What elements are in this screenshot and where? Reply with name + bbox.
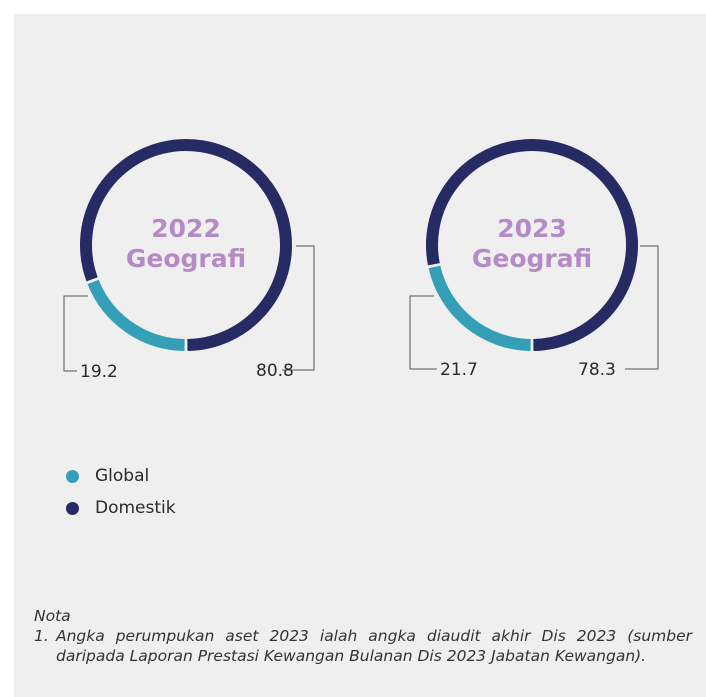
footnote-number: 1. [34,627,49,645]
slice-domestik [426,139,638,351]
legend-item-global: Global [66,460,176,492]
data-label-domestik: 78.3 [578,360,616,380]
data-label-global: 21.7 [440,360,478,380]
footnote-text: Angka perumpukan aset 2023 ialah angka d… [56,627,692,665]
legend: Global Domestik [66,460,176,524]
legend-item-domestik: Domestik [66,492,176,524]
leader-line-global [409,295,437,370]
legend-label: Global [95,466,150,486]
footnote-item: 1. Angka perumpukan aset 2023 ialah angk… [34,626,692,666]
donut-title-label: Geografi [126,244,246,273]
leader-line-domestik [282,245,315,371]
slice-global [87,279,185,351]
data-label-global: 19.2 [80,362,118,382]
leader-line-domestik [625,245,659,370]
slice-domestik [80,139,292,351]
slice-global [428,265,531,351]
donut-title-year: 2023 [497,214,567,243]
legend-swatch-global [66,469,79,483]
legend-label: Domestik [95,498,176,518]
data-label-domestik: 80.8 [256,361,294,381]
leader-line-global [63,295,88,372]
footnote-heading: Nota [34,607,71,625]
donut-title-label: Geografi [472,244,592,273]
donut-title-year: 2022 [151,214,221,243]
legend-swatch-domestik [66,501,79,515]
chart-panel [14,14,706,697]
footnote: Nota 1. Angka perumpukan aset 2023 ialah… [34,606,692,666]
